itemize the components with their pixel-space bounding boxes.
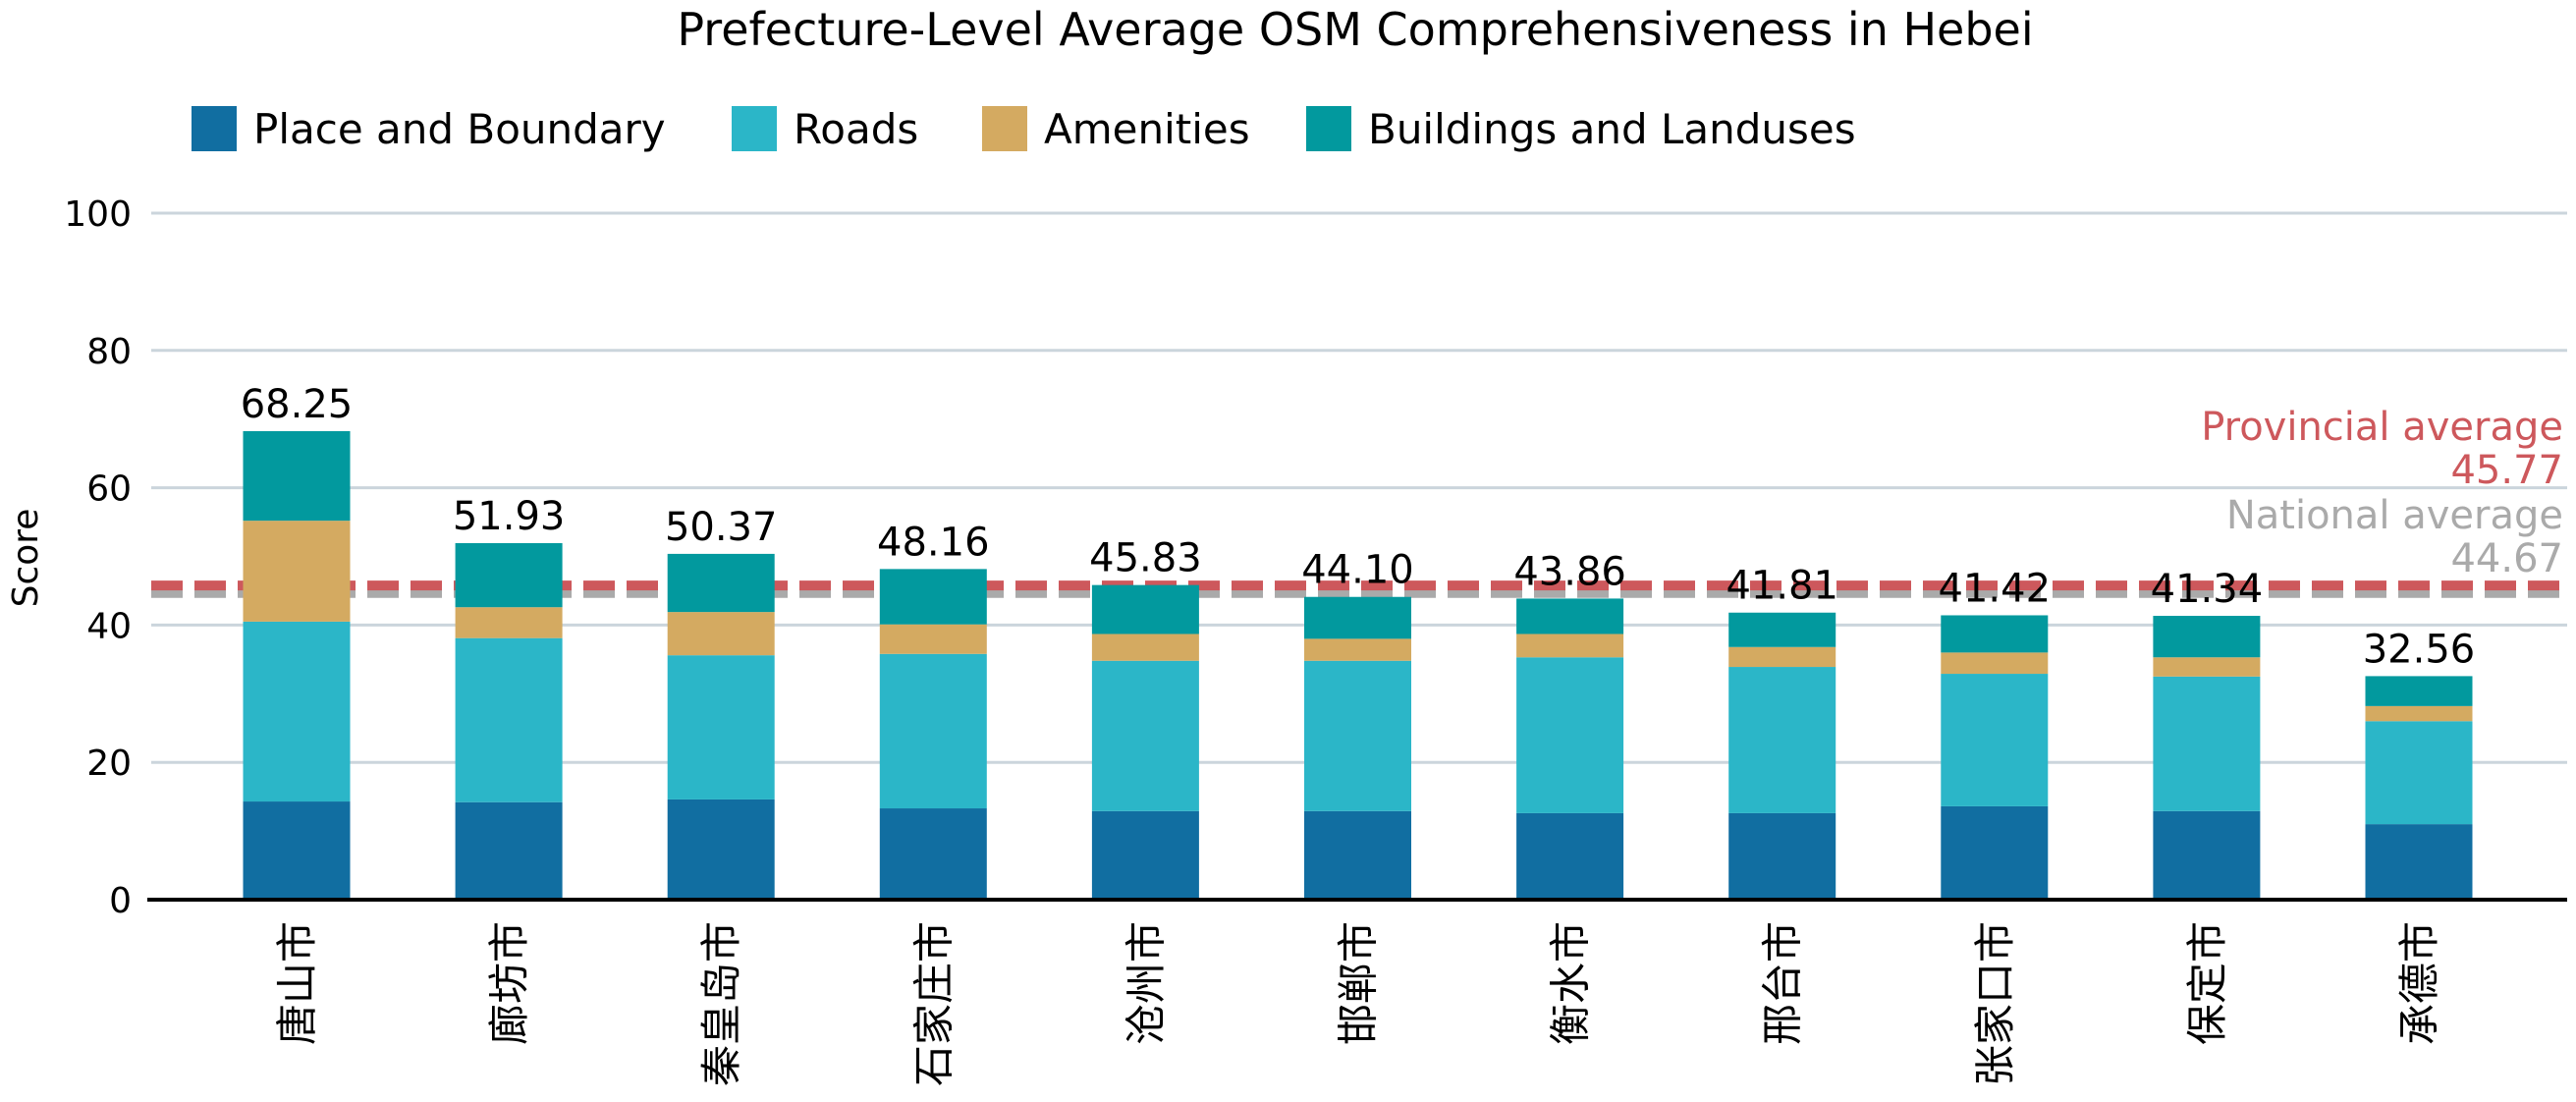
legend-label: Buildings and Landuses [1368, 105, 1856, 153]
legend-swatch [192, 106, 237, 151]
bar-segment [1304, 810, 1411, 900]
bar-segment [243, 801, 351, 900]
x-tick-label: 承德市 [2395, 921, 2443, 1045]
legend-label: Place and Boundary [253, 105, 666, 153]
bar-segment [243, 430, 351, 522]
bar-segment [2153, 616, 2261, 658]
bar-total-label: 43.86 [1513, 549, 1626, 594]
bar-segment [1941, 805, 2049, 900]
x-tick-label: 邯郸市 [1335, 921, 1383, 1045]
bar-segment [243, 621, 351, 802]
legend-swatch [732, 106, 777, 151]
bar-segment [1304, 638, 1411, 661]
bar-segment [667, 799, 775, 900]
bar-segment [455, 607, 563, 638]
x-tick-label: 石家庄市 [909, 921, 958, 1086]
bar-segment [2365, 721, 2473, 825]
x-tick-label: 衡水市 [1547, 921, 1595, 1045]
bar-segment [879, 808, 987, 900]
bar-total-label: 44.10 [1301, 548, 1414, 593]
bar-segment [879, 624, 987, 654]
y-tick-label: 100 [64, 194, 132, 235]
x-tick-label: 邢台市 [1759, 921, 1807, 1045]
y-tick-label: 20 [86, 744, 132, 784]
x-tick-label: 秦皇岛市 [697, 921, 745, 1086]
x-axis: 唐山市 廊坊市 秦皇岛市 石家庄市 沧州市 邯郸市 衡水市 邢台市 张家口市 保定市 承德市 [273, 921, 2443, 1086]
bar-total-label: 68.25 [241, 382, 354, 427]
bar-total-label: 48.16 [877, 520, 990, 565]
x-tick-label: 唐山市 [273, 921, 321, 1045]
bar-segment [1091, 660, 1199, 811]
bar-segment [1728, 612, 1836, 647]
bar-segment [455, 637, 563, 802]
reference-line-label: National average [2226, 493, 2563, 538]
bar-segment [2153, 657, 2261, 677]
bar-total-label: 41.42 [1939, 566, 2052, 611]
bar-segment [1941, 615, 2049, 653]
y-axis: 0 20 40 60 80 100 [64, 194, 132, 921]
bar-segment [1728, 667, 1836, 813]
legend: Place and Boundary Roads Amenities Building… [192, 105, 1856, 153]
bar-segment [455, 543, 563, 608]
bar-segment [1091, 810, 1199, 900]
x-tick-label: 保定市 [2183, 921, 2231, 1045]
bars: 68.25 51.93 50.37 48.16 45.83 44.10 43.86 41.81… [241, 382, 2476, 900]
bar-segment [879, 653, 987, 809]
bar-total-label: 50.37 [665, 505, 778, 550]
bar-segment [2153, 810, 2261, 900]
bar-segment [243, 521, 351, 622]
bar-total-label: 51.93 [453, 494, 566, 539]
bar-segment [667, 612, 775, 656]
chart-title: Prefecture-Level Average OSM Comprehensi… [677, 3, 2033, 56]
y-tick-label: 80 [86, 332, 132, 372]
bar-total-label: 41.81 [1726, 564, 1838, 609]
y-tick-label: 40 [86, 606, 132, 646]
bar-segment [1516, 812, 1624, 900]
bar-segment [1516, 598, 1624, 634]
reference-line-label: Provincial average [2201, 405, 2563, 450]
bar-segment [2365, 705, 2473, 722]
legend-label: Roads [794, 105, 918, 153]
y-axis-label: Score [6, 509, 46, 608]
x-tick-label: 张家口市 [1971, 921, 2019, 1086]
bar-segment [2365, 824, 2473, 900]
bar-segment [1941, 674, 2049, 806]
bar-segment [1941, 652, 2049, 675]
bar-total-label: 41.34 [2151, 567, 2264, 612]
bar-segment [667, 553, 775, 613]
reference-line-value: 45.77 [2450, 448, 2563, 493]
bar-segment [1304, 660, 1411, 811]
bar-total-label: 45.83 [1089, 536, 1202, 581]
reference-line-value: 44.67 [2450, 536, 2563, 581]
bar-total-label: 32.56 [2363, 627, 2476, 672]
bar-segment [1304, 596, 1411, 639]
legend-label: Amenities [1044, 105, 1250, 153]
legend-swatch [982, 106, 1027, 151]
y-tick-label: 60 [86, 469, 132, 510]
bar-segment [879, 569, 987, 625]
bar-segment [1728, 812, 1836, 900]
legend-swatch [1306, 106, 1351, 151]
y-tick-label: 0 [109, 881, 132, 921]
bar-segment [1728, 646, 1836, 668]
x-tick-label: 沧州市 [1122, 921, 1170, 1045]
bar-segment [1091, 584, 1199, 634]
bar-segment [1516, 657, 1624, 813]
bar-segment [667, 655, 775, 799]
bar-segment [1091, 634, 1199, 661]
bar-segment [1516, 634, 1624, 658]
bar-segment [455, 801, 563, 900]
bar-segment [2365, 676, 2473, 706]
x-tick-label: 廊坊市 [485, 921, 533, 1045]
bar-segment [2153, 676, 2261, 811]
